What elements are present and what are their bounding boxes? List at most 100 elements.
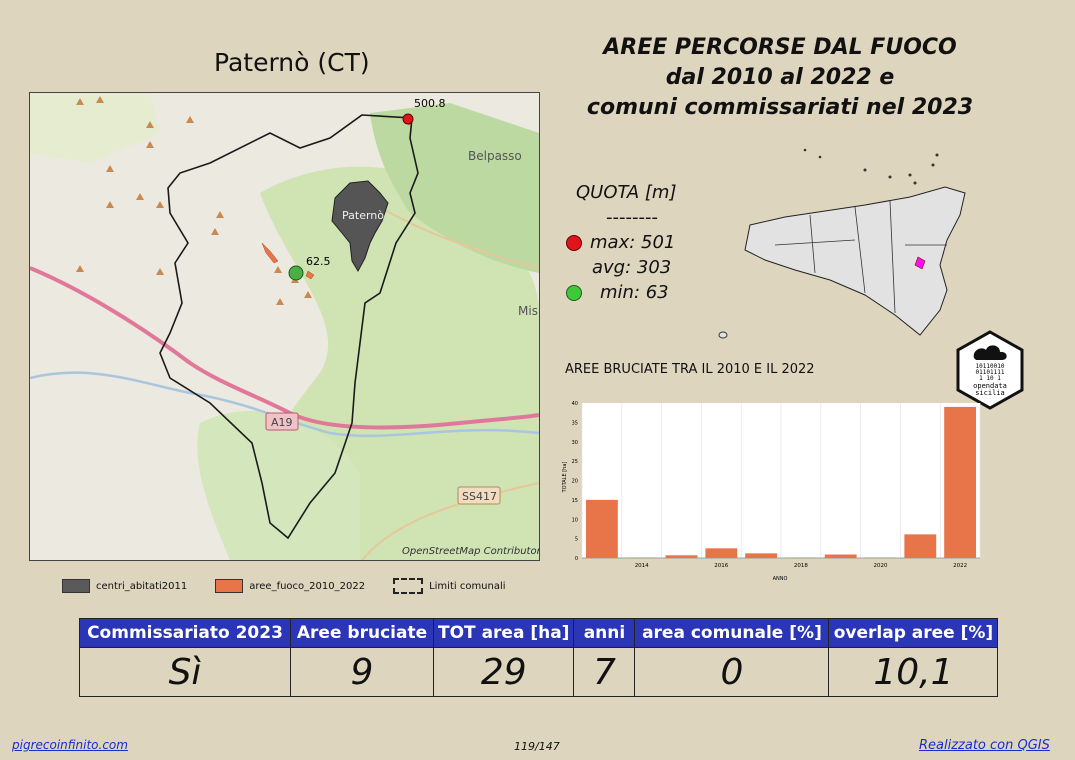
chart-title: AREE BRUCIATE TRA IL 2010 E IL 2022 <box>565 362 815 377</box>
road-ss417-line <box>361 482 539 560</box>
town-label-paterno: Paternò <box>342 209 384 222</box>
y-tick-label: 35 <box>572 420 578 426</box>
legend-label-boundary: Limiti comunali <box>429 580 506 592</box>
svg-text:1 10 1: 1 10 1 <box>979 375 1001 382</box>
bar-2015 <box>665 555 698 558</box>
bar-2016 <box>705 548 738 558</box>
y-tick-label: 10 <box>572 517 578 523</box>
burn-area-1 <box>261 242 279 264</box>
urban-area-paterno <box>331 180 389 273</box>
sicily-province-boundaries <box>774 200 947 314</box>
road-shield-ss417 <box>457 486 501 505</box>
x-tick-label: 2014 <box>635 563 649 569</box>
chart-y-ticks: 0 5 10 15 20 25 30 35 40 <box>572 401 578 562</box>
legend-swatch-fire <box>215 579 244 593</box>
cell-commissariato: Sì <box>79 647 291 697</box>
max-elevation-label: 500.8 <box>414 97 446 110</box>
town-label-misterbianco: Mis <box>518 304 538 318</box>
x-tick-label: 2020 <box>874 563 888 569</box>
y-tick-label: 20 <box>572 479 578 485</box>
map-attribution: OpenStreetMap Contributor <box>402 546 539 557</box>
elevation-avg: avg: 303 <box>592 257 672 278</box>
town-label-belpasso: Belpasso <box>468 149 522 163</box>
burned-area-bar-chart: 0 5 10 15 20 25 30 35 40 2014 2016 2018 2020 2022 AN… <box>562 401 981 582</box>
page-number: 119/147 <box>514 740 560 753</box>
elevation-max: max: 501 <box>590 232 676 253</box>
chart-x-ticks: 2014 2016 2018 2020 2022 <box>635 563 967 569</box>
svg-text:sicilia: sicilia <box>975 389 1005 397</box>
col-aree-bruciate: Aree bruciate <box>290 618 434 648</box>
legend-item-urban: centri_abitati2011 <box>62 578 187 594</box>
chart-x-axis-label: ANNO <box>773 576 788 582</box>
elevation-summary: QUOTA [m] -------- max: 501 avg: 303 min… <box>566 180 676 305</box>
y-tick-label: 15 <box>572 498 578 504</box>
bar-2019 <box>824 554 857 558</box>
col-tot-area: TOT area [ha] <box>432 618 575 648</box>
col-commissariato: Commissariato 2023 <box>79 618 291 648</box>
y-tick-label: 25 <box>572 459 578 465</box>
bar-2017 <box>745 553 778 558</box>
footer-qgis-link[interactable]: Realizzato con QGIS <box>919 738 1050 753</box>
x-tick-label: 2022 <box>953 563 967 569</box>
municipality-highlight <box>914 256 926 270</box>
legend-swatch-urban <box>62 579 90 593</box>
cell-aree-bruciate: 9 <box>290 647 434 697</box>
legend-label-fire: aree_fuoco_2010_2022 <box>249 580 366 592</box>
min-dot-icon <box>566 284 582 301</box>
map-frame[interactable]: 500.8 62.5 Belpasso Paternò Mis A19 SS41… <box>29 92 540 561</box>
y-tick-label: 30 <box>572 440 578 446</box>
elevation-divider: -------- <box>606 207 658 228</box>
sicily-outline <box>744 186 966 336</box>
map-canvas: 500.8 62.5 Belpasso Paternò Mis A19 SS41… <box>30 93 539 560</box>
elevation-min-row: min: 63 <box>566 280 676 305</box>
col-anni: anni <box>573 618 636 648</box>
y-tick-label: 40 <box>572 401 578 407</box>
elevation-min: min: 63 <box>600 282 669 303</box>
legend-swatch-boundary <box>393 578 424 594</box>
cloud-icon <box>973 345 1007 360</box>
municipal-boundary <box>159 114 419 540</box>
main-title: AREE PERCORSE DAL FUOCO dal 2010 al 2022… <box>560 33 1000 123</box>
sicily-locator-map <box>718 148 966 339</box>
pantelleria-island <box>718 331 728 339</box>
road-shield-a19 <box>265 412 299 431</box>
summary-table: Commissariato 2023 Aree bruciate TOT are… <box>79 618 999 697</box>
bar-2021 <box>904 534 937 558</box>
max-dot-icon <box>566 234 582 251</box>
elevation-max-row: max: 501 <box>566 230 676 255</box>
burn-area-2 <box>305 270 315 280</box>
x-tick-label: 2016 <box>714 563 728 569</box>
svg-text:opendata: opendata <box>973 382 1007 390</box>
col-overlap: overlap aree [%] <box>828 618 999 648</box>
svg-text:01101111: 01101111 <box>976 369 1005 376</box>
min-elevation-marker <box>288 265 304 281</box>
col-area-comunale: area comunale [%] <box>634 618 830 648</box>
bar-2013 <box>585 499 618 558</box>
legend-item-boundary: Limiti comunali <box>393 578 506 594</box>
cell-overlap: 10,1 <box>828 647 999 697</box>
footer-website-link[interactable]: pigrecoinfinito.com <box>12 738 128 752</box>
main-title-line-2: dal 2010 al 2022 e <box>665 65 895 90</box>
svg-text:10110010: 10110010 <box>976 363 1005 370</box>
bar-2022 <box>944 406 977 558</box>
summary-table-row: Sì 9 29 7 0 10,1 <box>79 647 999 697</box>
opendata-sicilia-logo: 10110010 01101111 1 10 1 opendata sicili… <box>956 330 1024 410</box>
map-legend: centri_abitati2011 aree_fuoco_2010_2022 … <box>62 578 506 594</box>
max-elevation-marker <box>402 113 414 125</box>
x-tick-label: 2018 <box>794 563 808 569</box>
vegetation-area-nw <box>30 93 160 163</box>
chart-grid <box>581 403 981 559</box>
y-tick-label: 5 <box>575 537 578 543</box>
cell-anni: 7 <box>573 647 636 697</box>
main-title-line-1: AREE PERCORSE DAL FUOCO <box>603 35 957 60</box>
chart-y-axis-label: TOTALE [ha] <box>562 462 568 494</box>
road-label-ss417: SS417 <box>462 490 497 503</box>
vegetation-area-south <box>197 411 360 560</box>
legend-label-urban: centri_abitati2011 <box>96 580 188 592</box>
main-title-line-3: comuni commissariati nel 2023 <box>586 95 974 120</box>
elevation-title: QUOTA [m] <box>576 182 677 203</box>
cell-area-comunale: 0 <box>634 647 830 697</box>
min-elevation-label: 62.5 <box>306 255 331 268</box>
chart-bars <box>585 406 977 559</box>
road-label-a19: A19 <box>271 416 293 429</box>
